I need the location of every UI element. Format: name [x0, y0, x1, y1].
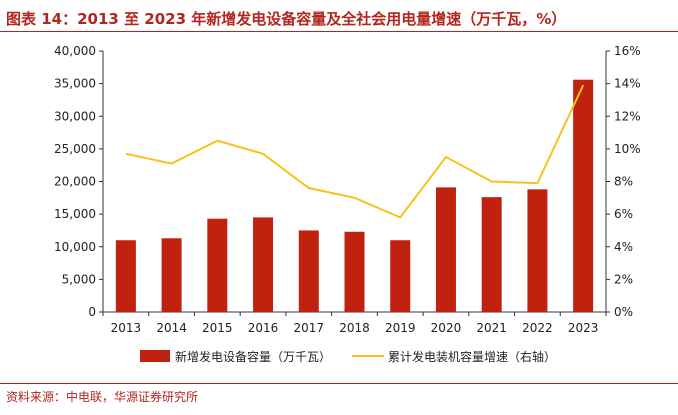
legend-line-label: 累计发电装机容量增速（右轴）: [388, 349, 556, 364]
x-tick-label: 2020: [431, 321, 462, 335]
bar: [573, 79, 594, 313]
bar: [390, 240, 411, 312]
title-divider: [0, 31, 678, 32]
x-tick-label: 2018: [339, 321, 370, 335]
right-tick-label: 0%: [614, 305, 633, 319]
bar: [207, 218, 228, 312]
right-tick-label: 12%: [614, 109, 641, 123]
x-tick-label: 2013: [111, 321, 142, 335]
bar: [527, 189, 548, 312]
right-tick-label: 10%: [614, 142, 641, 156]
x-tick-label: 2014: [156, 321, 187, 335]
bar: [344, 231, 365, 312]
source-note: 资料来源：中电联，华源证券研究所: [6, 390, 199, 404]
left-tick-label: 15,000: [54, 207, 96, 221]
legend-bar-label: 新增发电设备容量（万千瓦）: [175, 349, 331, 364]
bar-series: [115, 79, 594, 313]
x-tick-label: 2019: [385, 321, 416, 335]
bar: [115, 240, 136, 312]
right-tick-label: 4%: [614, 240, 633, 254]
legend-bar-swatch: [140, 350, 170, 362]
bar: [298, 230, 319, 312]
right-tick-label: 6%: [614, 207, 633, 221]
x-tick-label: 2015: [202, 321, 233, 335]
x-tick-label: 2016: [248, 321, 279, 335]
bar: [161, 238, 182, 312]
left-tick-label: 40,000: [54, 44, 96, 58]
growth-line: [125, 84, 585, 219]
right-tick-label: 16%: [614, 44, 641, 58]
source-divider: [0, 383, 678, 384]
left-tick-label: 25,000: [54, 142, 96, 156]
left-tick-label: 10,000: [54, 240, 96, 254]
legend: 新增发电设备容量（万千瓦） 累计发电装机容量增速（右轴）: [140, 349, 556, 364]
right-tick-label: 2%: [614, 272, 633, 286]
x-tick-label: 2021: [476, 321, 507, 335]
left-tick-label: 30,000: [54, 109, 96, 123]
bar: [253, 217, 274, 312]
bar: [481, 197, 502, 312]
right-tick-label: 14%: [614, 77, 641, 91]
x-tick-label: 2022: [522, 321, 553, 335]
left-tick-label: 20,000: [54, 175, 96, 189]
x-tick-label: 2017: [293, 321, 324, 335]
left-tick-label: 5,000: [62, 272, 96, 286]
bar: [435, 187, 456, 312]
chart-title: 图表 14：2013 至 2023 年新增发电设备容量及全社会用电量增速（万千瓦…: [6, 10, 567, 28]
axes: 0 5,000 10,000 15,000 20,000 25,000 30,000 35,0…: [54, 44, 641, 335]
left-tick-label: 0: [88, 305, 96, 319]
x-tick-label: 2023: [568, 321, 599, 335]
right-tick-label: 8%: [614, 175, 633, 189]
left-tick-label: 35,000: [54, 77, 96, 91]
line-series: [125, 84, 585, 219]
